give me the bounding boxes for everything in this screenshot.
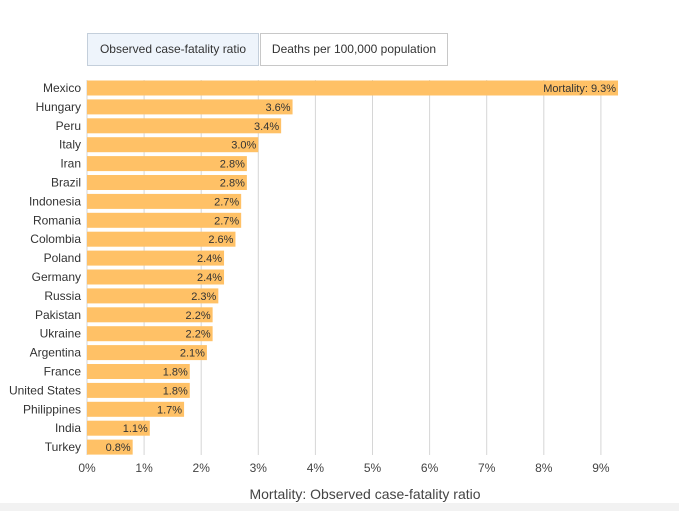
x-axis-title: Mortality: Observed case-fatality ratio [249,486,480,502]
bar-philippines [87,401,185,417]
category-label: Ukraine [40,327,82,341]
bar-peru [87,118,282,134]
bar-italy [87,137,259,153]
category-label: Pakistan [35,308,81,322]
bottom-strip [0,503,679,511]
category-label: Peru [56,119,81,133]
x-tick-label: 6% [421,461,439,475]
tab-observed-case-fatality-ratio[interactable]: Observed case-fatality ratio [87,33,259,66]
category-label: India [55,421,81,435]
bar-colombia [87,231,236,247]
category-label: Italy [59,138,81,152]
bar-poland [87,250,225,266]
x-tick-label: 0% [78,461,96,475]
bar-france [87,364,190,379]
category-label: Mexico [43,81,81,95]
bar-argentina [87,345,207,361]
category-label: Poland [44,251,81,265]
bar-india [87,420,150,436]
category-label: France [44,365,82,379]
bar-russia [87,288,219,304]
tab-deaths-per-100000-population[interactable]: Deaths per 100,000 population [260,33,448,66]
value-label: 2.7% [214,196,239,208]
x-tick-label: 3% [250,461,268,475]
bar-hungary [87,99,293,115]
bar-mexico [87,80,619,96]
x-tick-label: 8% [535,461,553,475]
bar-brazil [87,175,247,190]
value-label: 1.8% [163,385,188,397]
category-label: Turkey [45,440,81,454]
bar-iran [87,156,247,172]
value-label: 1.1% [123,423,148,435]
x-tick-label: 2% [193,461,211,475]
value-label: 2.6% [208,234,233,246]
x-tick-label: 5% [364,461,382,475]
category-label: Germany [32,270,81,284]
value-label: 1.7% [157,404,182,416]
x-tick-label: 7% [478,461,496,475]
value-label: 2.8% [220,159,245,171]
category-label: United States [9,383,81,397]
value-label: 2.8% [220,178,245,190]
bar-turkey [87,439,133,455]
category-label: Romania [33,213,81,227]
category-label: Hungary [36,100,81,114]
category-label: Philippines [23,402,81,416]
bar-germany [87,269,225,285]
category-label: Brazil [51,176,81,190]
value-label: 3.4% [254,121,279,133]
bar-romania [87,212,242,228]
x-tick-label: 1% [135,461,153,475]
value-label: 2.1% [180,348,205,360]
value-label: 3.6% [265,102,290,114]
value-label: 0.8% [106,442,131,454]
value-label: 1.8% [163,367,188,379]
category-label: Colombia [30,232,81,246]
bar-indonesia [87,193,242,209]
value-label: 2.2% [186,329,211,341]
category-label: Indonesia [29,194,81,208]
value-label: 2.7% [214,215,239,227]
value-label: 3.0% [231,140,256,152]
value-label: 2.2% [186,310,211,322]
category-label: Argentina [30,346,82,360]
category-label: Russia [44,289,81,303]
bar-united-states [87,382,190,398]
x-tick-label: 4% [307,461,325,475]
category-label: Iran [60,157,81,171]
x-tick-label: 9% [592,461,610,475]
value-label: 2.4% [197,253,222,265]
bar-pakistan [87,307,213,323]
value-label: 2.3% [191,291,216,303]
value-label: 2.4% [197,272,222,284]
value-label: Mortality: 9.3% [543,83,616,95]
bar-ukraine [87,326,213,342]
